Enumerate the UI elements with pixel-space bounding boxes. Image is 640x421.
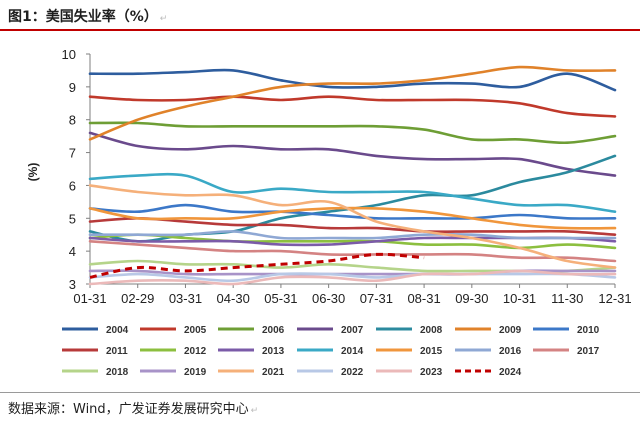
x-axis-ticks: 01-31 02-29 03-31 04-30 05-31 06-30 07-31 08-31… [73, 284, 632, 306]
x-tick-label: 12-31 [598, 291, 631, 306]
x-tick-label: 01-31 [73, 291, 106, 306]
chart-grid [89, 54, 615, 285]
x-tick-label: 05-31 [264, 291, 297, 306]
legend-label: 2015 [420, 346, 443, 357]
footer-rule [0, 392, 640, 393]
legend-item-2010: 2010 [533, 325, 600, 336]
source-note: 数据来源：Wind，广发证券发展研究中心 ↵ [8, 402, 259, 417]
legend-label: 2023 [420, 367, 443, 378]
y-tick-label: 10 [62, 47, 76, 62]
series-line-2017 [88, 240, 617, 263]
series-line-2006 [88, 121, 617, 145]
legend-label: 2016 [499, 346, 522, 357]
legend-item-2023: 2023 [376, 367, 443, 378]
y-tick-label: 3 [69, 277, 76, 292]
x-tick-label: 08-31 [407, 291, 440, 306]
series-line-2024 [89, 252, 425, 279]
series-line-2023 [88, 269, 617, 286]
legend-label: 2024 [499, 367, 522, 378]
series-line-2021 [88, 184, 617, 269]
y-tick-label: 8 [69, 113, 76, 128]
legend-label: 2017 [577, 346, 600, 357]
legend-item-2008: 2008 [376, 325, 443, 336]
legend-item-2009: 2009 [455, 325, 522, 336]
legend-label: 2019 [184, 367, 207, 378]
page-title: 图1：美国失业率（%） ↵ [8, 9, 168, 25]
y-tick-label: 7 [69, 146, 76, 161]
legend-label: 2012 [184, 346, 207, 357]
x-tick-label: 03-31 [169, 291, 202, 306]
y-tick-label: 6 [69, 178, 76, 193]
y-tick-label: 5 [69, 211, 76, 226]
series-line-2007 [88, 131, 617, 177]
series-line-2016 [88, 230, 617, 240]
y-tick-label: 4 [69, 244, 76, 259]
legend-label: 2006 [262, 325, 285, 336]
legend-label: 2008 [420, 325, 443, 336]
legend-item-2024: 2024 [455, 367, 522, 378]
y-axis-ticks: 3 4 5 6 7 8 9 10 [62, 47, 90, 292]
legend-label: 2009 [499, 325, 522, 336]
legend-label: 2011 [106, 346, 128, 357]
x-tick-label: 02-29 [121, 291, 154, 306]
legend-item-2012: 2012 [140, 346, 207, 357]
legend-item-2021: 2021 [218, 367, 285, 378]
x-tick-label: 04-30 [217, 291, 250, 306]
legend-item-2018: 2018 [62, 367, 129, 378]
legend: 2004 2005 2006 2007 2008 2009 2010 2011 2012 2013… [62, 325, 600, 378]
legend-label: 2018 [106, 367, 129, 378]
legend-item-2013: 2013 [218, 346, 285, 357]
series-lines [88, 65, 617, 286]
legend-item-2004: 2004 [62, 325, 129, 336]
series-line-2009 [88, 65, 617, 141]
y-axis-label: (%) [26, 163, 40, 182]
title-rule [0, 29, 640, 31]
legend-label: 2005 [184, 325, 207, 336]
legend-label: 2010 [577, 325, 600, 336]
legend-item-2017: 2017 [533, 346, 600, 357]
unemployment-line-chart: 3 4 5 6 7 8 9 10 01-31 02-29 03-31 04-30 05-31 06-30… [26, 47, 632, 378]
legend-item-2022: 2022 [297, 367, 364, 378]
legend-item-2015: 2015 [376, 346, 443, 357]
legend-item-2007: 2007 [297, 325, 364, 336]
series-line-2014 [88, 172, 617, 213]
legend-label: 2004 [106, 325, 129, 336]
legend-label: 2022 [341, 367, 364, 378]
x-tick-label: 09-30 [455, 291, 488, 306]
series-line-2022 [88, 272, 617, 283]
x-tick-label: 06-30 [312, 291, 345, 306]
legend-item-2019: 2019 [140, 367, 207, 378]
series-line-2004 [88, 68, 617, 92]
series-line-2005 [88, 95, 617, 118]
legend-label: 2013 [262, 346, 285, 357]
series-line-2015 [88, 206, 617, 230]
return-mark-icon: ↵ [250, 406, 259, 416]
x-tick-label: 07-31 [360, 291, 393, 306]
legend-item-2011: 2011 [62, 346, 128, 357]
x-tick-label: 11-30 [551, 291, 583, 306]
legend-label: 2014 [341, 346, 364, 357]
legend-item-2016: 2016 [455, 346, 522, 357]
legend-item-2005: 2005 [140, 325, 207, 336]
series-line-2010 [88, 203, 617, 220]
legend-item-2014: 2014 [297, 346, 364, 357]
x-tick-label: 10-31 [503, 291, 536, 306]
return-mark-icon: ↵ [159, 14, 168, 24]
legend-item-2006: 2006 [218, 325, 285, 336]
legend-label: 2021 [262, 367, 285, 378]
legend-label: 2007 [341, 325, 364, 336]
y-tick-label: 9 [69, 80, 76, 95]
series-line-2011 [88, 217, 617, 236]
